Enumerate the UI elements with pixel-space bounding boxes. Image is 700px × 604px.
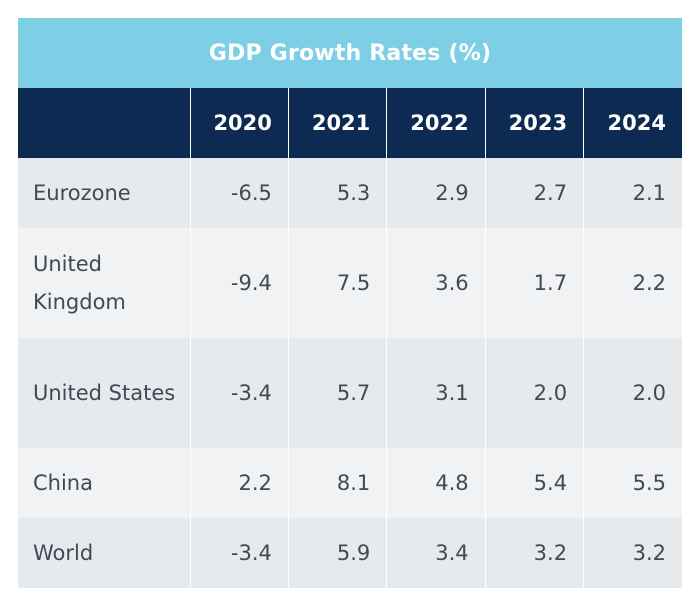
data-cell: 7.5	[287, 228, 387, 338]
data-cell: 3.6	[386, 228, 486, 338]
data-cell: 2.0	[484, 338, 584, 448]
row-label: United States	[18, 338, 190, 448]
table-row: United States -3.4 5.7 3.1 2.0 2.0	[18, 338, 682, 448]
table-title: GDP Growth Rates (%)	[18, 18, 682, 88]
data-cell: 3.4	[386, 518, 486, 588]
data-cell: 2.0	[583, 338, 682, 448]
data-cell: -3.4	[189, 518, 289, 588]
data-cell: 8.1	[287, 448, 387, 518]
table-row: China 2.2 8.1 4.8 5.4 5.5	[18, 448, 682, 518]
row-label: United Kingdom	[18, 228, 190, 338]
column-header: 2020	[189, 88, 289, 158]
data-cell: -9.4	[189, 228, 289, 338]
data-cell: 2.2	[583, 228, 682, 338]
data-cell: 5.5	[583, 448, 682, 518]
table-row: United Kingdom -9.4 7.5 3.6 1.7 2.2	[18, 228, 682, 338]
column-header: 2024	[583, 88, 682, 158]
data-cell: 5.3	[287, 158, 387, 228]
row-label: China	[18, 448, 190, 518]
row-label: World	[18, 518, 190, 588]
column-header: 2021	[287, 88, 387, 158]
data-cell: 3.1	[386, 338, 486, 448]
row-label: Eurozone	[18, 158, 190, 228]
data-cell: 3.2	[484, 518, 584, 588]
data-cell: -3.4	[189, 338, 289, 448]
data-cell: 2.7	[484, 158, 584, 228]
table-row: World -3.4 5.9 3.4 3.2 3.2	[18, 518, 682, 588]
data-cell: 2.2	[189, 448, 289, 518]
column-header: 2023	[484, 88, 584, 158]
header-row: 2020 2021 2022 2023 2024	[18, 88, 682, 158]
data-cell: 3.2	[583, 518, 682, 588]
data-cell: 2.9	[386, 158, 486, 228]
data-cell: 5.9	[287, 518, 387, 588]
table-row: Eurozone -6.5 5.3 2.9 2.7 2.1	[18, 158, 682, 228]
gdp-table: GDP Growth Rates (%) 2020 2021 2022 2023…	[18, 18, 682, 588]
data-table: 2020 2021 2022 2023 2024 Eurozone -6.5 5…	[18, 88, 682, 588]
column-header: 2022	[386, 88, 486, 158]
data-cell: 1.7	[484, 228, 584, 338]
data-cell: -6.5	[189, 158, 289, 228]
data-cell: 4.8	[386, 448, 486, 518]
data-cell: 5.4	[484, 448, 584, 518]
header-corner-cell	[18, 88, 190, 158]
data-cell: 2.1	[583, 158, 682, 228]
data-cell: 5.7	[287, 338, 387, 448]
